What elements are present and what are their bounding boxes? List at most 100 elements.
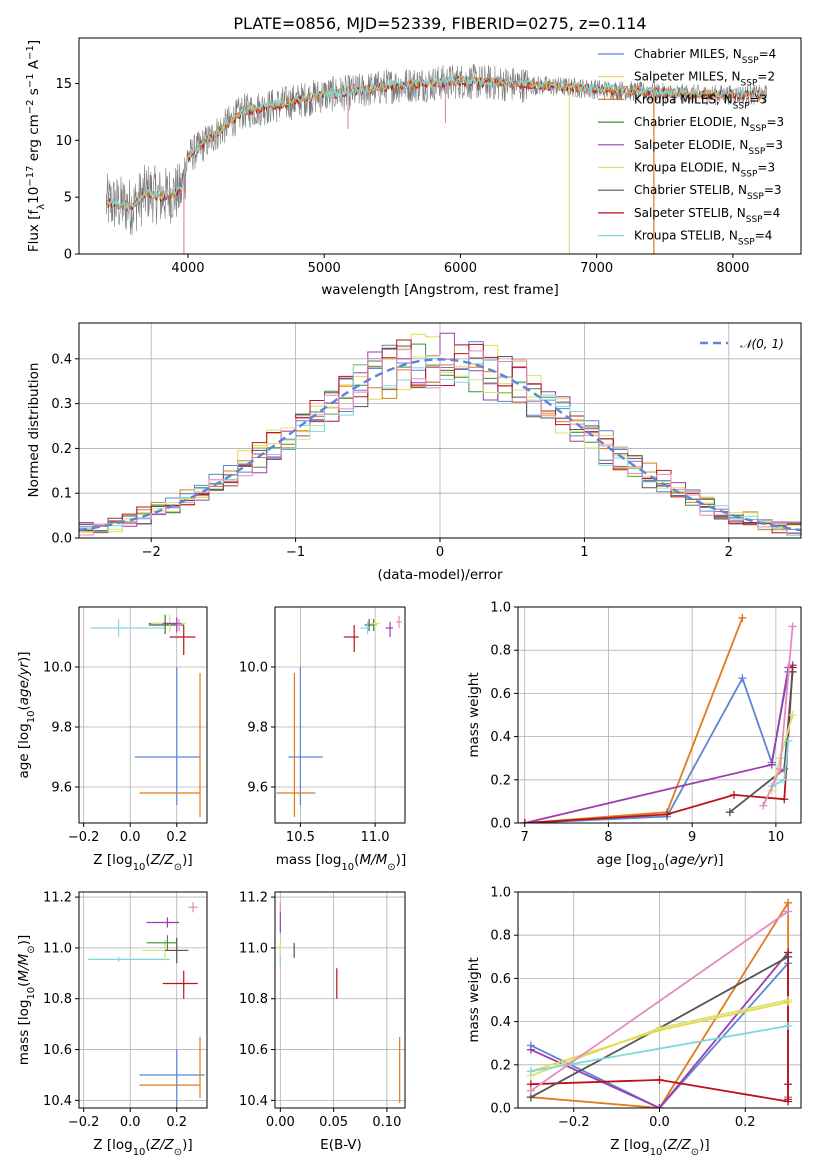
x-tick-label: 9 (688, 830, 696, 845)
label-part: λ (36, 204, 47, 210)
legend-entry: Chabrier ELODIE, NSSP=3 (598, 115, 784, 134)
label-part: ( (16, 705, 32, 710)
legend-label-tail: =3 (764, 183, 782, 197)
axes-frame (274, 606, 406, 824)
label-part: ( (662, 1137, 667, 1153)
label-part: 10 (650, 1147, 663, 1158)
y-tick-label: 0.0 (51, 532, 72, 547)
legend-label-sub: SSP (747, 192, 764, 202)
x-tick-label: −2 (142, 545, 161, 560)
mass-weight-marker (784, 1097, 793, 1106)
y-tick-label: 0.6 (490, 972, 511, 987)
legend-label-tail: =4 (763, 206, 781, 220)
legend-label-name: Salpeter ELODIE, N (634, 138, 748, 152)
x-tick-label: 1 (580, 545, 588, 560)
errorbar-point (165, 937, 189, 964)
y-tick-label: 15 (55, 77, 72, 92)
legend-label: Salpeter MILES, NSSP=2 (634, 70, 775, 89)
label-part: ( (664, 852, 669, 868)
y-tick-label: 10.0 (239, 661, 268, 676)
panel-spectrum: 4000 5000 6000 7000 8000 0 5 10 15 wavelength [An… (25, 37, 802, 298)
label-part: ( (145, 852, 150, 868)
y-tick-label: 10 (55, 134, 72, 149)
legend-label-tail: =3 (766, 115, 784, 129)
legend-label-name: Chabrier ELODIE, N (634, 115, 750, 129)
mass-weight-line (530, 1025, 789, 1073)
plot-area (526, 898, 793, 1108)
x-axis-label: age [log10(age/yr)] (596, 852, 723, 873)
y-axis-label: Normed distribution (26, 363, 42, 498)
mass-weight-marker (655, 1026, 664, 1035)
x-tick-label: 8 (604, 830, 612, 845)
legend-label: Salpeter ELODIE, NSSP=3 (634, 138, 783, 157)
x-tick-label: 11.0 (361, 830, 390, 845)
y-tick-label: 1.0 (490, 886, 511, 901)
spectrum-model-line (105, 75, 768, 211)
x-tick-label: 0.2 (166, 1115, 187, 1130)
legend-label-sub: SSP (742, 56, 759, 66)
errorbar-point (343, 625, 359, 652)
y-tick-label: 10.4 (239, 1094, 268, 1109)
y-tick-label: 11.2 (43, 891, 72, 906)
y-tick-label: 1.0 (490, 601, 511, 616)
mass-weight-marker (776, 765, 785, 773)
panel-age-vs-mass: 10.5 11.0 9.6 9.8 10.0 mass [log10(M/M⊙)] (239, 606, 407, 873)
plot-area (88, 902, 205, 1108)
x-axis-label: E(B-V) (320, 1137, 362, 1153)
mass-weight-marker (784, 898, 793, 907)
mass-weight-marker (784, 736, 793, 745)
errorbar-point (146, 917, 180, 928)
label-part: ⊙ (387, 862, 395, 873)
label-part: )] (396, 852, 407, 868)
legend-label-sub: SSP (746, 215, 763, 225)
legend-label-sub: SSP (733, 101, 750, 111)
x-tick-label: 5000 (308, 261, 341, 276)
x-tick-label: 0.2 (166, 830, 187, 845)
y-tick-label: 0 (64, 248, 72, 263)
histogram-series (79, 349, 801, 536)
label-part: A (26, 59, 42, 73)
mass-weight-marker (784, 998, 793, 1007)
y-tick-label: 10.8 (239, 992, 268, 1007)
x-tick-label: 0 (436, 545, 444, 560)
legend-label-sub: SSP (741, 79, 758, 89)
figure-title: PLATE=0856, MJD=52339, FIBERID=0275, z=0… (233, 14, 646, 33)
label-part: )] (182, 852, 193, 868)
mass-weight-marker (655, 1075, 664, 1084)
x-tick-label: 0.0 (120, 830, 141, 845)
mass-weight-marker (784, 952, 793, 961)
y-tick-label: 0.0 (490, 1102, 511, 1117)
legend-entry: Kroupa STELIB, NSSP=4 (598, 229, 772, 248)
legend-label-name: Salpeter STELIB, N (634, 206, 746, 220)
x-tick-label: −0.2 (68, 1115, 100, 1130)
gaussian-curve (79, 358, 801, 532)
label-part: Flux [f (26, 209, 42, 253)
y-axis-label: mass weight (466, 672, 482, 757)
legend-label-name: Chabrier STELIB, N (634, 183, 747, 197)
mass-weight-marker (780, 775, 789, 784)
legend-label: Chabrier MILES, NSSP=4 (634, 47, 776, 66)
x-tick-label: 7 (521, 830, 529, 845)
label-part: −2 (25, 99, 36, 114)
legend-label: 𝒩(0, 1) (740, 337, 784, 351)
label-part: )] (182, 1137, 193, 1153)
label-part: Z/Z (150, 1137, 175, 1153)
y-tick-label: 0.8 (490, 644, 511, 659)
y-tick-label: 0.0 (490, 817, 511, 832)
mass-weight-marker (759, 801, 768, 810)
y-tick-label: 10.4 (43, 1094, 72, 1109)
y-tick-label: 9.8 (51, 721, 72, 736)
x-tick-label: −1 (286, 545, 305, 560)
y-tick-label: 0.1 (51, 487, 72, 502)
errorbar-point (162, 970, 198, 999)
label-part: 10 (133, 862, 146, 873)
label-part: )] (16, 935, 32, 946)
mass-weight-marker (526, 1086, 535, 1095)
x-axis-label: Z [log10(Z/Z⊙)] (610, 1137, 709, 1158)
y-tick-label: 0.2 (490, 1058, 511, 1073)
legend-label-name: Kroupa STELIB, N (634, 229, 738, 243)
legend: Chabrier MILES, NSSP=4 Salpeter MILES, NS… (598, 47, 784, 248)
panel-age-vs-Z: −0.2 0.0 0.29.69.810.0Z [log10(Z/Z⊙)]age [… (16, 606, 208, 873)
errorbar-point (276, 673, 316, 817)
